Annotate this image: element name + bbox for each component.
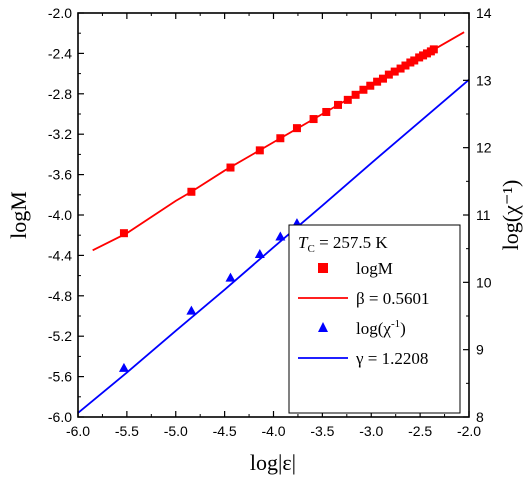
y-left-tick-label: -2.4 — [48, 45, 72, 61]
x-tick-label: -3.5 — [310, 423, 334, 439]
y-right-tick-label: 12 — [476, 140, 492, 156]
legend-box — [288, 224, 461, 414]
x-tick-label: -5.0 — [164, 423, 188, 439]
legend-title-value: = 257.5 K — [315, 233, 389, 252]
point-triangle — [225, 272, 236, 282]
point-triangle — [254, 249, 265, 259]
x-tick-label: -6.0 — [66, 423, 90, 439]
y-left-tick-label: -4.4 — [48, 247, 72, 263]
legend-label-2: log(χ-1) — [356, 318, 406, 338]
y-left-tick-label: -4.8 — [48, 288, 72, 304]
y-left-tick-label: -6.0 — [48, 409, 72, 425]
y-left-tick-label: -3.6 — [48, 167, 72, 183]
x-tick-label: -4.0 — [261, 423, 285, 439]
y-left-tick-label: -3.2 — [48, 126, 72, 142]
y-left-tick-label: -2.8 — [48, 86, 72, 102]
series-line-3 — [77, 78, 470, 414]
y-right-tick-label: 14 — [476, 5, 492, 21]
legend-label-main: log(χ — [356, 319, 391, 338]
legend-swatch-triangle — [318, 322, 328, 332]
x-tick-label: -2.0 — [457, 423, 481, 439]
legend-title-sub: C — [307, 243, 314, 255]
legend-label-3: γ = 1.2208 — [355, 349, 428, 368]
legend-label-0: logM — [356, 259, 393, 278]
legend: TC = 257.5 K logM β = 0.5601 log(χ-1) γ = 1… — [288, 224, 461, 414]
y-left-tick-label: -4.0 — [48, 207, 72, 223]
legend-title: TC = 257.5 K — [298, 233, 388, 255]
legend-swatch-square — [318, 263, 328, 273]
legend-label-1: β = 0.5601 — [356, 289, 430, 308]
series-line-1 — [92, 31, 465, 252]
y-left-tick-label: -5.2 — [48, 328, 72, 344]
x-axis-title: log|ε| — [250, 450, 296, 475]
y-right-tick-label: 13 — [476, 72, 492, 88]
legend-title-t: T — [298, 233, 309, 252]
point-square — [119, 229, 128, 238]
y-right-tick-label: 10 — [476, 274, 492, 290]
y-right-tick-label: 8 — [476, 409, 484, 425]
y-left-tick-label: -5.6 — [48, 369, 72, 385]
point-triangle — [186, 305, 197, 315]
point-triangle — [118, 362, 129, 372]
y-right-axis-title: log(χ⁻¹) — [498, 180, 523, 251]
x-tick-label: -3.0 — [359, 423, 383, 439]
y-right-tick-label: 11 — [476, 207, 491, 223]
y-left-axis-title: logM — [6, 191, 31, 239]
x-tick-label: -4.5 — [213, 423, 237, 439]
legend-label-sup: -1 — [391, 318, 400, 330]
legend-label-after: ) — [400, 319, 406, 338]
x-tick-label: -2.5 — [408, 423, 432, 439]
y-right-tick-label: 9 — [476, 342, 484, 358]
y-left-tick-label: -2.0 — [48, 5, 72, 21]
x-tick-label: -5.5 — [115, 423, 139, 439]
